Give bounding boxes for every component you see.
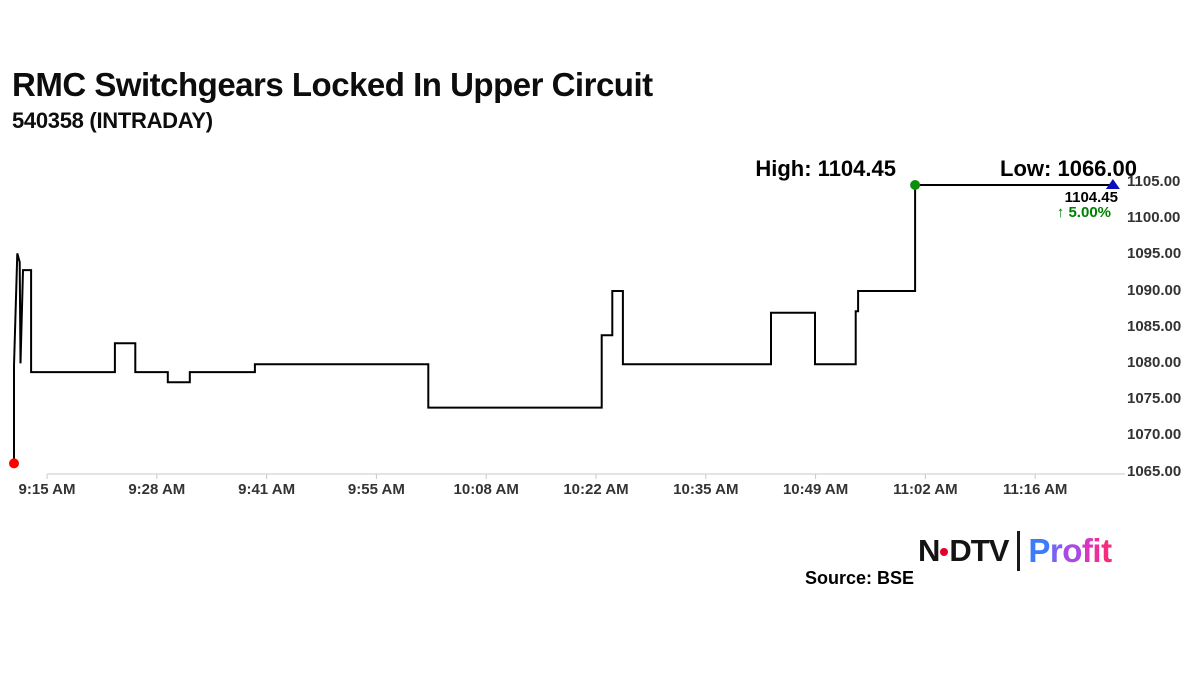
open-low-marker bbox=[9, 458, 19, 469]
profit-letter: o bbox=[1062, 532, 1082, 569]
x-tick-label: 10:22 AM bbox=[563, 481, 629, 498]
y-tick-label: 1070.00 bbox=[1127, 426, 1182, 444]
x-tick-label: 9:15 AM bbox=[18, 481, 76, 498]
y-tick-label: 1105.00 bbox=[1127, 173, 1181, 190]
x-tick-label: 11:02 AM bbox=[893, 481, 958, 498]
x-tick-label: 10:49 AM bbox=[782, 481, 849, 498]
ticker-subtitle: 540358 (INTRADAY) bbox=[12, 108, 213, 133]
x-tick-label: 9:41 AM bbox=[238, 481, 296, 498]
y-tick-label: 1095.00 bbox=[1127, 245, 1182, 263]
low-annotation: Low: 1066.00 bbox=[1000, 156, 1137, 181]
profit-letter: r bbox=[1049, 532, 1063, 569]
x-tick-label: 9:28 AM bbox=[128, 481, 186, 498]
profit-letter: i bbox=[1092, 532, 1102, 569]
high-annotation: High: 1104.45 bbox=[755, 156, 896, 181]
source-attribution: Source: BSE bbox=[805, 568, 915, 588]
y-tick-label: 1065.00 bbox=[1127, 462, 1182, 480]
price-line bbox=[13, 184, 1113, 464]
y-tick-label: 1080.00 bbox=[1127, 354, 1182, 371]
profit-letter: P bbox=[1028, 532, 1050, 569]
x-tick-label: 9:55 AM bbox=[347, 481, 405, 498]
ndtv-red-dot-icon bbox=[940, 548, 949, 556]
page-title: RMC Switchgears Locked In Upper Circuit bbox=[12, 66, 653, 103]
logo-separator-bar bbox=[1017, 531, 1021, 571]
last-marker bbox=[1105, 178, 1120, 189]
x-tick-label: 10:08 AM bbox=[453, 481, 519, 498]
profit-letter: f bbox=[1081, 532, 1093, 569]
x-tick-label: 10:35 AM bbox=[673, 481, 739, 498]
last-price-label: 1104.45 bbox=[1064, 189, 1118, 206]
y-tick-label: 1100.00 bbox=[1127, 209, 1181, 227]
profit-letter: t bbox=[1101, 532, 1112, 569]
x-tick-label: 11:16 AM bbox=[1002, 481, 1068, 498]
y-tick-label: 1085.00 bbox=[1127, 317, 1182, 335]
high-marker bbox=[910, 179, 921, 190]
ndtv-letter-n: N bbox=[918, 533, 940, 568]
ndtv-letters-dtv: DTV bbox=[949, 533, 1009, 568]
y-tick-label: 1075.00 bbox=[1127, 390, 1182, 408]
y-tick-label: 1090.00 bbox=[1127, 281, 1182, 299]
ndtv-wordmark: N DTV bbox=[918, 533, 1009, 569]
percent-change-label: ↑ 5.00% bbox=[1056, 204, 1111, 221]
